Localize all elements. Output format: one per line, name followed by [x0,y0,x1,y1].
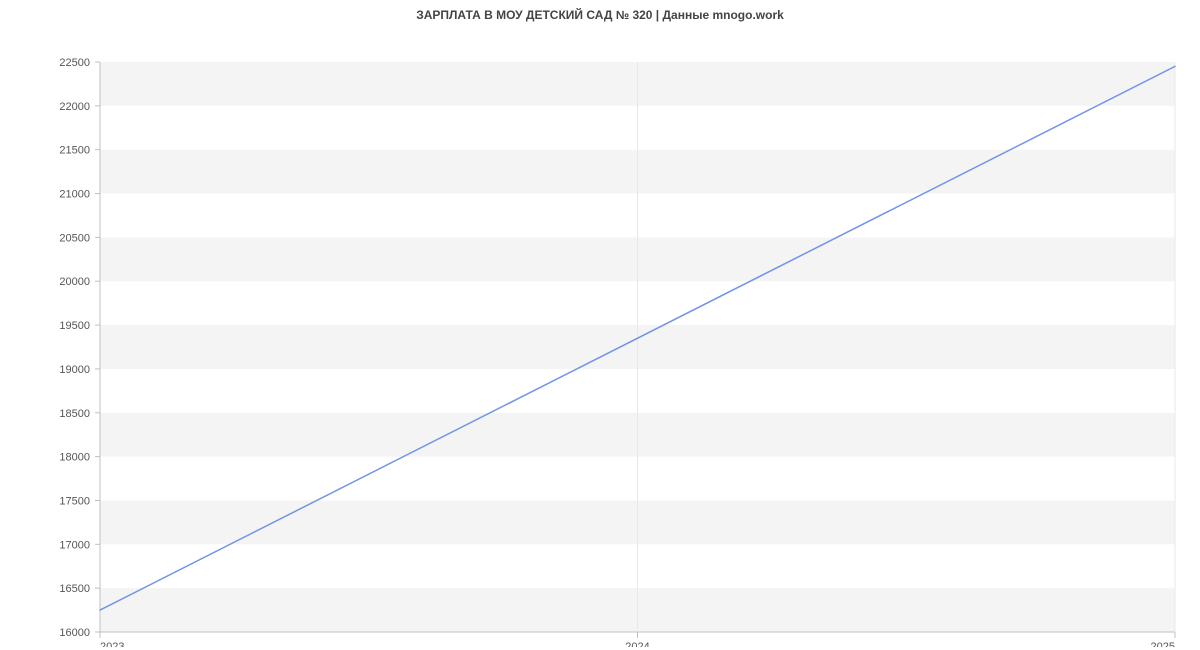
y-tick-label: 18500 [59,408,90,420]
salary-line-chart: ЗАРПЛАТА В МОУ ДЕТСКИЙ САД № 320 | Данны… [0,0,1200,650]
y-tick-label: 18000 [59,452,90,464]
y-tick-label: 21500 [59,145,90,157]
y-tick-label: 16000 [59,627,90,639]
y-tick-label: 22500 [59,57,90,69]
x-tick-label: 2023 [100,641,124,647]
y-tick-label: 17500 [59,495,90,507]
chart-svg: 16000 16500 17000 17500 18000 18500 19000 19500… [0,22,1200,647]
chart-title: ЗАРПЛАТА В МОУ ДЕТСКИЙ САД № 320 | Данны… [0,0,1200,22]
x-tick-label: 2024 [625,641,649,647]
y-tick-label: 16500 [59,583,90,595]
x-tick-label: 2025 [1151,641,1175,647]
y-tick-label: 17000 [59,539,90,551]
y-tick-label: 21000 [59,189,90,201]
y-tick-label: 19500 [59,320,90,332]
y-tick-label: 22000 [59,101,90,113]
y-tick-label: 20500 [59,232,90,244]
y-tick-label: 19000 [59,364,90,376]
y-tick-label: 20000 [59,276,90,288]
